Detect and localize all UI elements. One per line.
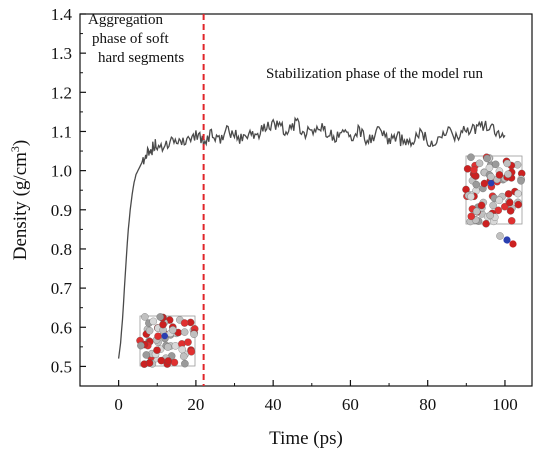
y-tick-label: 0.7 (51, 279, 73, 298)
atom (153, 346, 161, 354)
density-series-line (117, 116, 506, 359)
series-group (117, 14, 506, 386)
plot-frame (79, 13, 533, 387)
atom (164, 343, 172, 351)
atom (507, 217, 516, 225)
y-tick-label: 1.3 (51, 44, 72, 63)
atom (184, 338, 192, 346)
atom (486, 211, 494, 220)
axes-group: 0 20 40 60 80 100 0.5 0.6 0.7 0.8 0.9 1.0 1.1 1.2 1.3 1… (51, 5, 533, 414)
atom (137, 341, 145, 350)
atom (514, 189, 522, 198)
atom (145, 327, 154, 335)
y-tick-label: 0.5 (51, 357, 72, 376)
x-tick-label: 80 (419, 395, 436, 414)
atom (487, 173, 495, 181)
atom (475, 159, 484, 168)
annotation-aggregation-line: hard segments (98, 50, 184, 66)
y-axis-title-main: Density (g/cm (10, 152, 31, 260)
atom (501, 202, 509, 211)
atom (489, 201, 497, 210)
atom (156, 313, 164, 321)
y-tick-label: 0.9 (51, 201, 72, 220)
y-tick-label: 1.4 (51, 5, 73, 24)
atom (190, 330, 198, 338)
x-tick-label: 60 (342, 395, 359, 414)
atom (504, 170, 512, 178)
y-tick-label: 1.0 (51, 162, 72, 181)
atom (505, 198, 514, 207)
y-axis-title-superscript: 3 (8, 146, 22, 152)
atom-nitrogen (488, 180, 495, 187)
atom (480, 179, 489, 188)
atom (495, 196, 504, 205)
atom-nitrogen (503, 236, 511, 244)
atom-oxygen (509, 240, 517, 248)
atom (180, 328, 189, 336)
x-tick-label: 0 (114, 395, 123, 414)
annotation-aggregation-line: phase of soft (92, 31, 169, 47)
y-tick-label: 1.1 (51, 122, 72, 141)
atom (482, 219, 490, 228)
atom (472, 180, 481, 189)
atom (496, 232, 504, 240)
atom (142, 351, 151, 359)
x-tick-label: 100 (492, 395, 518, 414)
atom (467, 192, 475, 201)
atom (483, 154, 491, 163)
atom (187, 348, 196, 356)
atom (506, 207, 515, 215)
atom (504, 190, 513, 198)
atom (141, 313, 149, 321)
y-tick-label: 0.6 (51, 318, 72, 337)
atom (472, 207, 481, 216)
atom (517, 177, 525, 185)
molecular-model-initial (136, 313, 199, 368)
atom (514, 200, 523, 209)
atom (181, 359, 189, 368)
atom (159, 320, 167, 329)
annotations-group: Aggregation phase of soft hard segments Sta… (88, 12, 484, 82)
y-tick-label: 0.8 (51, 240, 72, 259)
y-axis-title: Density (g/cm3) (8, 140, 31, 261)
atom (180, 319, 189, 327)
atom (171, 342, 180, 350)
annotation-stabilization: Stabilization phase of the model run (266, 66, 484, 82)
atom (485, 163, 494, 172)
atom (178, 345, 187, 354)
atom-nitrogen (161, 332, 168, 340)
molecular-model-final (462, 153, 526, 248)
y-tick-label: 1.2 (51, 83, 72, 102)
x-tick-label: 40 (265, 395, 282, 414)
atom (491, 160, 500, 169)
atom (169, 326, 177, 334)
x-tick-label: 20 (187, 395, 204, 414)
atom (157, 356, 166, 365)
annotation-aggregation-line: Aggregation (88, 12, 163, 28)
atom (494, 206, 503, 215)
atom (495, 171, 504, 179)
y-axis-title-close: ) (10, 140, 31, 146)
x-axis-title: Time (ps) (269, 428, 343, 449)
atom (467, 153, 475, 161)
atom (180, 352, 188, 361)
atom (164, 357, 173, 365)
atom (477, 201, 486, 210)
atom (463, 165, 472, 173)
atom (503, 159, 512, 168)
atom (149, 317, 158, 326)
atom (470, 166, 478, 174)
atom (467, 212, 476, 221)
atom (145, 359, 154, 367)
atom (170, 358, 179, 367)
atom (154, 332, 162, 340)
